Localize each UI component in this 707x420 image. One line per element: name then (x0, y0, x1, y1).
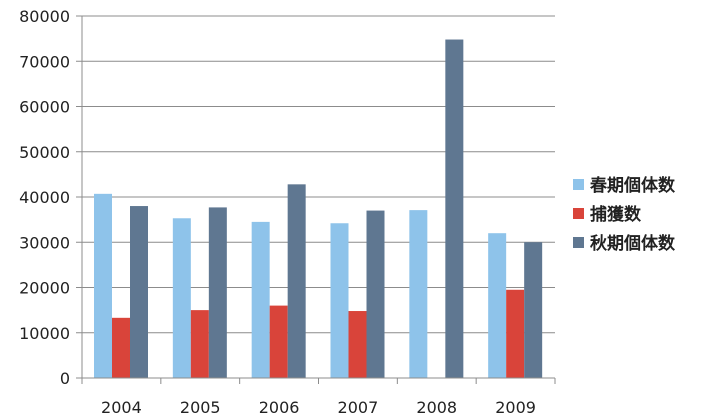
bar-2004-series-2 (130, 206, 148, 378)
y-tick-label: 70000 (19, 52, 70, 71)
bar-2006-series-2 (287, 184, 306, 378)
bar-2006-series-0 (251, 221, 270, 378)
legend-swatch (573, 237, 584, 248)
bar-2005-series-2 (208, 207, 227, 378)
y-tick-label: 60000 (19, 98, 70, 117)
bar-2008-series-2 (445, 39, 464, 378)
x-tick-label: 2008 (416, 398, 457, 417)
y-tick-label: 80000 (19, 7, 70, 26)
bars (94, 39, 543, 378)
bar-2007-series-0 (330, 223, 349, 378)
bar-2009-series-2 (524, 242, 543, 378)
bar-2009-series-0 (488, 233, 507, 378)
bar-2009-series-1 (506, 289, 525, 378)
legend-swatch (573, 208, 584, 219)
axes (76, 15, 556, 384)
bar-2004-series-0 (94, 193, 112, 378)
bar-2006-series-1 (269, 305, 288, 378)
legend-label: 秋期個体数 (590, 233, 676, 254)
legend-label: 捕獲数 (590, 204, 642, 225)
y-tick-label: 40000 (19, 188, 70, 207)
bar-2008-series-0 (409, 210, 428, 378)
y-tick-label: 10000 (19, 324, 70, 343)
bar-2007-series-2 (366, 210, 385, 378)
bar-2005-series-1 (190, 310, 209, 378)
y-tick-label: 20000 (19, 279, 70, 298)
x-tick-label: 2004 (101, 398, 142, 417)
bar-2004-series-1 (112, 317, 130, 378)
legend-label: 春期個体数 (590, 175, 676, 196)
y-axis-ticks: 0 10000 20000 30000 40000 50000 60000 70000 8000… (19, 7, 70, 388)
x-tick-label: 2005 (180, 398, 221, 417)
x-tick-label: 2006 (259, 398, 300, 417)
bar-2005-series-0 (172, 218, 191, 378)
legend-swatch (573, 179, 584, 190)
x-tick-label: 2009 (495, 398, 536, 417)
bar-2007-series-1 (348, 311, 367, 378)
y-tick-label: 30000 (19, 233, 70, 252)
y-tick-label: 50000 (19, 143, 70, 162)
x-axis-ticks: 2004 2005 2006 2007 2008 2009 (101, 398, 536, 417)
gridlines (82, 15, 555, 334)
x-tick-label: 2007 (338, 398, 379, 417)
y-tick-label: 0 (60, 369, 70, 388)
